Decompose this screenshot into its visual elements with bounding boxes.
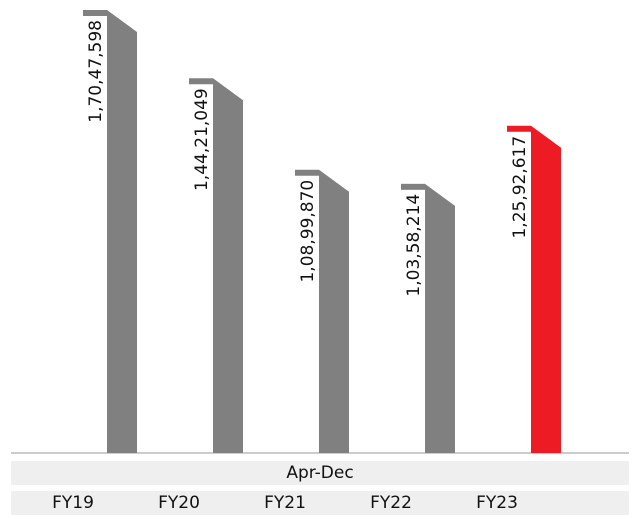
bar-lip [83,10,107,16]
category-label-fy21: FY21 [264,493,306,513]
bar-lip [189,78,213,85]
bar-lip [507,125,531,132]
category-label-fy22: FY22 [370,493,412,513]
bar-fy20: 1,44,21,049 [189,78,243,454]
category-label-fy23: FY23 [476,493,518,513]
bar-column [107,10,137,453]
bar-column [531,125,561,453]
bar-lip [401,183,425,190]
value-label: 1,03,58,214 [404,194,424,297]
period-label: Apr-Dec [11,461,629,485]
bar-column [319,169,349,454]
bar-fy22: 1,03,58,214 [401,183,455,454]
value-label: 1,25,92,617 [510,136,530,239]
bar-column [425,183,455,454]
bar-column [213,78,243,454]
bar-fy23: 1,25,92,617 [507,125,561,453]
category-label-fy19: FY19 [52,493,94,513]
value-label: 1,08,99,870 [298,180,318,283]
bar-chart: 1,70,47,598 1,44,21,049 1,08,99,870 1,03,58… [11,10,629,454]
bar-lip [295,169,319,176]
bar-fy21: 1,08,99,870 [295,169,349,454]
bar-fy19: 1,70,47,598 [83,10,137,453]
value-label: 1,70,47,598 [86,20,106,123]
value-label: 1,44,21,049 [192,88,212,191]
category-axis: FY19 FY20 FY21 FY22 FY23 [11,491,629,515]
category-label-fy20: FY20 [158,493,200,513]
